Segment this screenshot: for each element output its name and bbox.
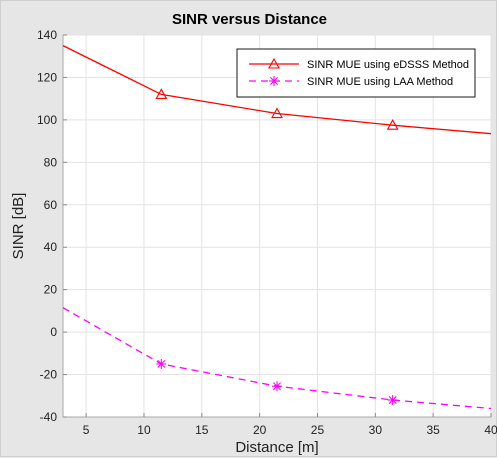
series-2-marker-1 [156, 358, 167, 369]
legend-marker-1 [268, 57, 280, 69]
y-tick-label-80: 80 [44, 155, 58, 169]
x-tick-label-35: 35 [426, 423, 440, 437]
series-1-marker-2 [271, 107, 283, 119]
y-tick-label--40: -40 [40, 410, 58, 424]
series-2 [62, 307, 492, 410]
y-tick-label--20: -20 [40, 368, 58, 382]
y-axis-label: SINR [dB] [10, 193, 27, 260]
x-tick-label-15: 15 [195, 423, 209, 437]
series-2-marker-2-stroke-3 [273, 382, 281, 391]
series-1-line [62, 45, 492, 135]
legend-label-1: SINR MUE using eDSSS Method [307, 59, 469, 71]
x-tick-label-20: 20 [253, 423, 267, 437]
x-tick-label-40: 40 [484, 423, 497, 437]
series-1-marker-3 [386, 119, 399, 130]
x-tick-label-30: 30 [369, 423, 383, 437]
y-tick-label-40: 40 [44, 240, 58, 254]
plot-area [62, 34, 492, 418]
axes: 5 10 15 20 25 30 35 40 -40 -20 0 20 40 60 80 100 120 140 [37, 28, 497, 437]
series-2-marker-2 [272, 381, 282, 392]
x-axis-label: Distance [m] [235, 439, 318, 456]
series-2-marker-3-stroke-3 [388, 396, 397, 405]
series-1 [62, 45, 492, 135]
x-tick-label-25: 25 [311, 423, 325, 437]
y-tick-label-140: 140 [37, 28, 57, 42]
legend-label-2: SINR MUE using LAA Method [307, 76, 453, 88]
series-2-marker-3 [387, 395, 398, 406]
x-tick-label-10: 10 [137, 423, 151, 437]
y-tick-label-0: 0 [50, 325, 57, 339]
series-2-marker-1-stroke-3 [157, 359, 166, 368]
legend-box [236, 48, 476, 98]
legend-marker-2-stroke-3 [270, 77, 278, 85]
y-tick-label-120: 120 [37, 70, 57, 84]
chart-title: SINR versus Distance [172, 11, 327, 28]
y-tick-label-100: 100 [37, 113, 57, 127]
x-tick-label-5: 5 [83, 423, 90, 437]
data-series [62, 45, 492, 410]
series-1-marker-1 [155, 88, 168, 99]
y-tick-label-20: 20 [44, 283, 58, 297]
legend-marker-2 [269, 76, 279, 86]
legend: SINR MUE using eDSSS Method SINR MUE usin… [236, 48, 476, 98]
y-tick-label-60: 60 [44, 198, 58, 212]
